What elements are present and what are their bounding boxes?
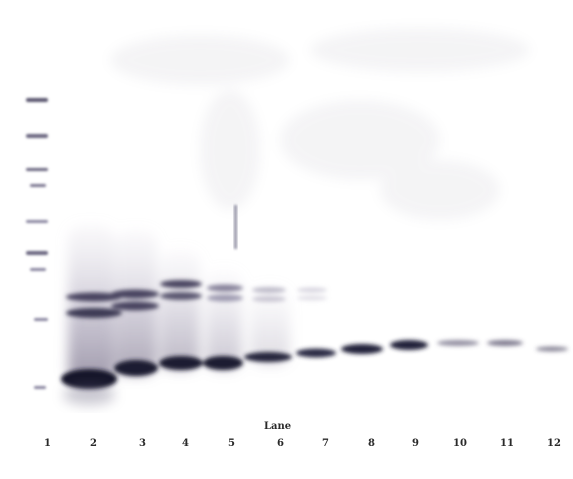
axis-title: Lane [264,421,292,432]
lane-number-5: 5 [228,438,235,449]
ladder-marker-bands [26,98,48,389]
lane-number-8: 8 [368,438,375,449]
lane-5-streak [234,205,237,249]
background-ghosting [110,28,530,220]
lane-number-1: 1 [44,438,51,449]
lane-number-4: 4 [182,438,189,449]
main-lower-bands [61,340,568,389]
lane-number-9: 9 [412,438,419,449]
lane-2-haze [63,385,115,405]
lane-number-3: 3 [139,438,146,449]
lane-number-10: 10 [453,438,467,449]
lane-number-12: 12 [547,438,561,449]
lane-number-2: 2 [90,438,97,449]
lane-smears [68,225,290,385]
upper-doublet-bands [66,280,327,318]
lane-number-11: 11 [500,438,514,449]
lane-number-6: 6 [277,438,284,449]
lane-number-7: 7 [322,438,329,449]
